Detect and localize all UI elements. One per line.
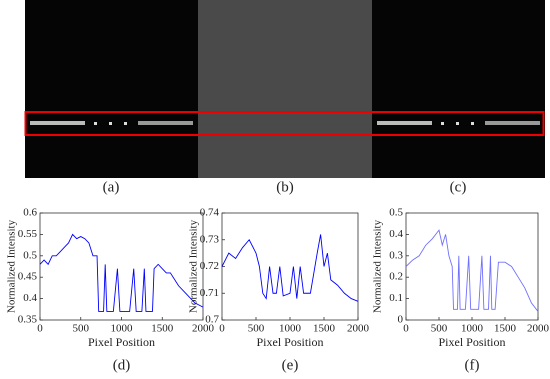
- y-tick-label: 0.74: [200, 207, 220, 219]
- x-tick-label: 0: [219, 323, 225, 335]
- x-tick-label: 1500: [151, 323, 174, 335]
- x-tick-label: 0: [403, 323, 409, 335]
- speckle: [377, 121, 432, 125]
- x-tick-label: 2000: [192, 323, 215, 335]
- x-tick-label: 1500: [494, 323, 517, 335]
- panel-label: (b): [276, 179, 294, 195]
- x-tick-label: 0: [37, 323, 43, 335]
- x-tick-label: 2000: [347, 323, 370, 335]
- x-axis-label: Pixel Position: [88, 335, 155, 349]
- y-tick-label: 0.7: [205, 314, 219, 326]
- speckle: [456, 122, 459, 125]
- y-tick-label: 0.3: [389, 249, 403, 261]
- speckle: [124, 122, 127, 125]
- x-tick-label: 500: [73, 323, 90, 335]
- y-tick-label: 0.71: [200, 287, 219, 299]
- image-b: [198, 0, 372, 178]
- x-tick-label: 1000: [279, 323, 302, 335]
- panel-label: (e): [282, 357, 299, 373]
- speckle: [138, 121, 193, 125]
- highlight-box: [24, 111, 545, 136]
- y-axis-label: Normalized Intensity: [188, 219, 200, 313]
- y-tick-label: 0.2: [389, 271, 403, 283]
- y-tick-label: 0.45: [18, 271, 38, 283]
- line-series: [405, 229, 539, 312]
- speckle: [485, 121, 540, 125]
- speckle: [30, 121, 85, 125]
- y-tick-label: 0.6: [23, 207, 37, 219]
- y-axis-label: Normalized Intensity: [372, 219, 384, 313]
- y-tick-label: 0.4: [389, 228, 403, 240]
- plot-frame: [221, 212, 359, 321]
- panel-label: (f): [465, 357, 480, 373]
- y-tick-label: 0.5: [389, 207, 403, 219]
- y-tick-label: 0.35: [18, 314, 38, 326]
- speckle: [94, 122, 97, 125]
- line-series: [39, 233, 204, 312]
- y-tick-label: 0.4: [23, 292, 37, 304]
- line-series: [221, 234, 359, 302]
- y-tick-label: 0.72: [200, 260, 219, 272]
- x-tick-label: 1000: [461, 323, 484, 335]
- y-axis-label: Normalized Intensity: [6, 219, 18, 313]
- x-tick-label: 500: [248, 323, 265, 335]
- panel-label: (d): [113, 357, 131, 373]
- panel-label: (c): [450, 179, 467, 195]
- plot-frame: [405, 212, 539, 321]
- x-tick-label: 1000: [111, 323, 134, 335]
- speckle: [471, 122, 474, 125]
- plot-frame: [39, 212, 204, 321]
- speckle: [441, 122, 444, 125]
- image-c: [372, 0, 545, 178]
- y-tick-label: 0.1: [389, 292, 403, 304]
- panel-label: (a): [103, 179, 120, 195]
- y-tick-label: 0: [398, 314, 404, 326]
- x-tick-label: 2000: [527, 323, 550, 335]
- speckle: [109, 122, 112, 125]
- image-a: [25, 0, 198, 178]
- x-tick-label: 500: [431, 323, 448, 335]
- x-axis-label: Pixel Position: [256, 335, 323, 349]
- y-tick-label: 0.55: [18, 228, 38, 240]
- y-tick-label: 0.5: [23, 249, 37, 261]
- images: (a) (b) (c): [24, 0, 545, 195]
- x-tick-label: 1500: [313, 323, 336, 335]
- x-axis-label: Pixel Position: [438, 335, 505, 349]
- y-tick-label: 0.73: [200, 233, 220, 245]
